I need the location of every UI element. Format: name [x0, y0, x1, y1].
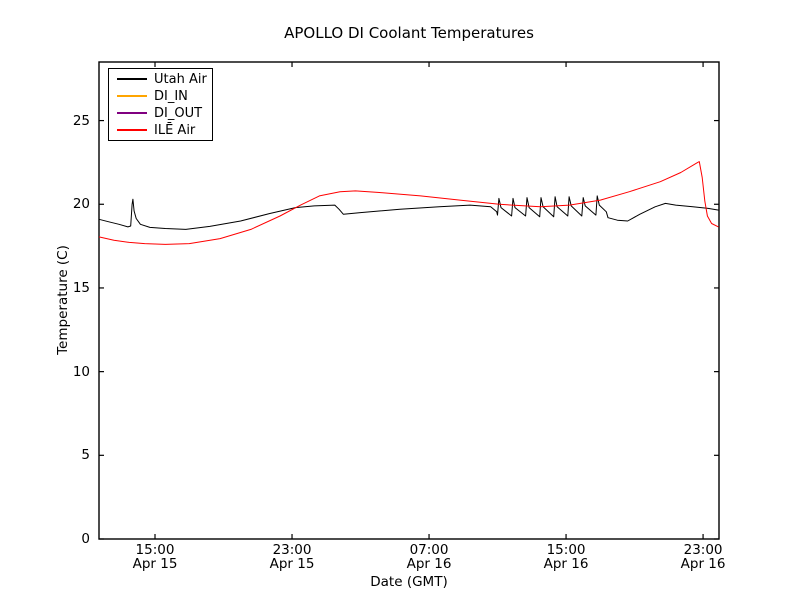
x-axis-label: Date (GMT): [370, 574, 448, 590]
plot-frame: [98, 61, 720, 540]
legend-item-utah-air: Utah Air: [109, 71, 212, 88]
legend-item-ile-air: ILĒ Air: [109, 122, 212, 139]
y-tick-label: 0: [81, 531, 90, 547]
legend-label: ILĒ Air: [154, 122, 196, 138]
y-tick-label: 25: [72, 112, 90, 129]
legend-label: DI_IN: [154, 88, 188, 104]
x-tick-label: 15:00 Apr 16: [543, 542, 589, 572]
series-line-utah-air: [98, 195, 719, 230]
x-tick-label: 23:00 Apr 16: [680, 542, 726, 572]
legend-line-swatch: [117, 78, 147, 80]
legend: Utah Air DI_IN DI_OUT ILĒ Air: [108, 68, 213, 141]
y-tick-label: 5: [81, 447, 90, 464]
x-tick-label: 15:00 Apr 15: [132, 542, 178, 572]
legend-label: Utah Air: [154, 71, 207, 87]
legend-line-swatch: [117, 112, 147, 114]
chart-title: APOLLO DI Coolant Temperatures: [284, 24, 534, 42]
x-tick-label: 07:00 Apr 16: [406, 542, 452, 572]
legend-line-swatch: [117, 129, 147, 131]
y-tick-label: 10: [72, 363, 90, 380]
x-tick-label: 23:00 Apr 15: [269, 542, 315, 572]
legend-item-di-out: DI_OUT: [109, 105, 212, 122]
y-tick-label: 20: [72, 196, 90, 213]
series-line-il-air: [98, 161, 719, 245]
y-axis-label: Temperature (C): [55, 245, 71, 355]
y-tick-label: 15: [72, 279, 90, 296]
legend-label: DI_OUT: [154, 105, 203, 121]
legend-item-di-in: DI_IN: [109, 88, 212, 105]
legend-line-swatch: [117, 95, 147, 97]
